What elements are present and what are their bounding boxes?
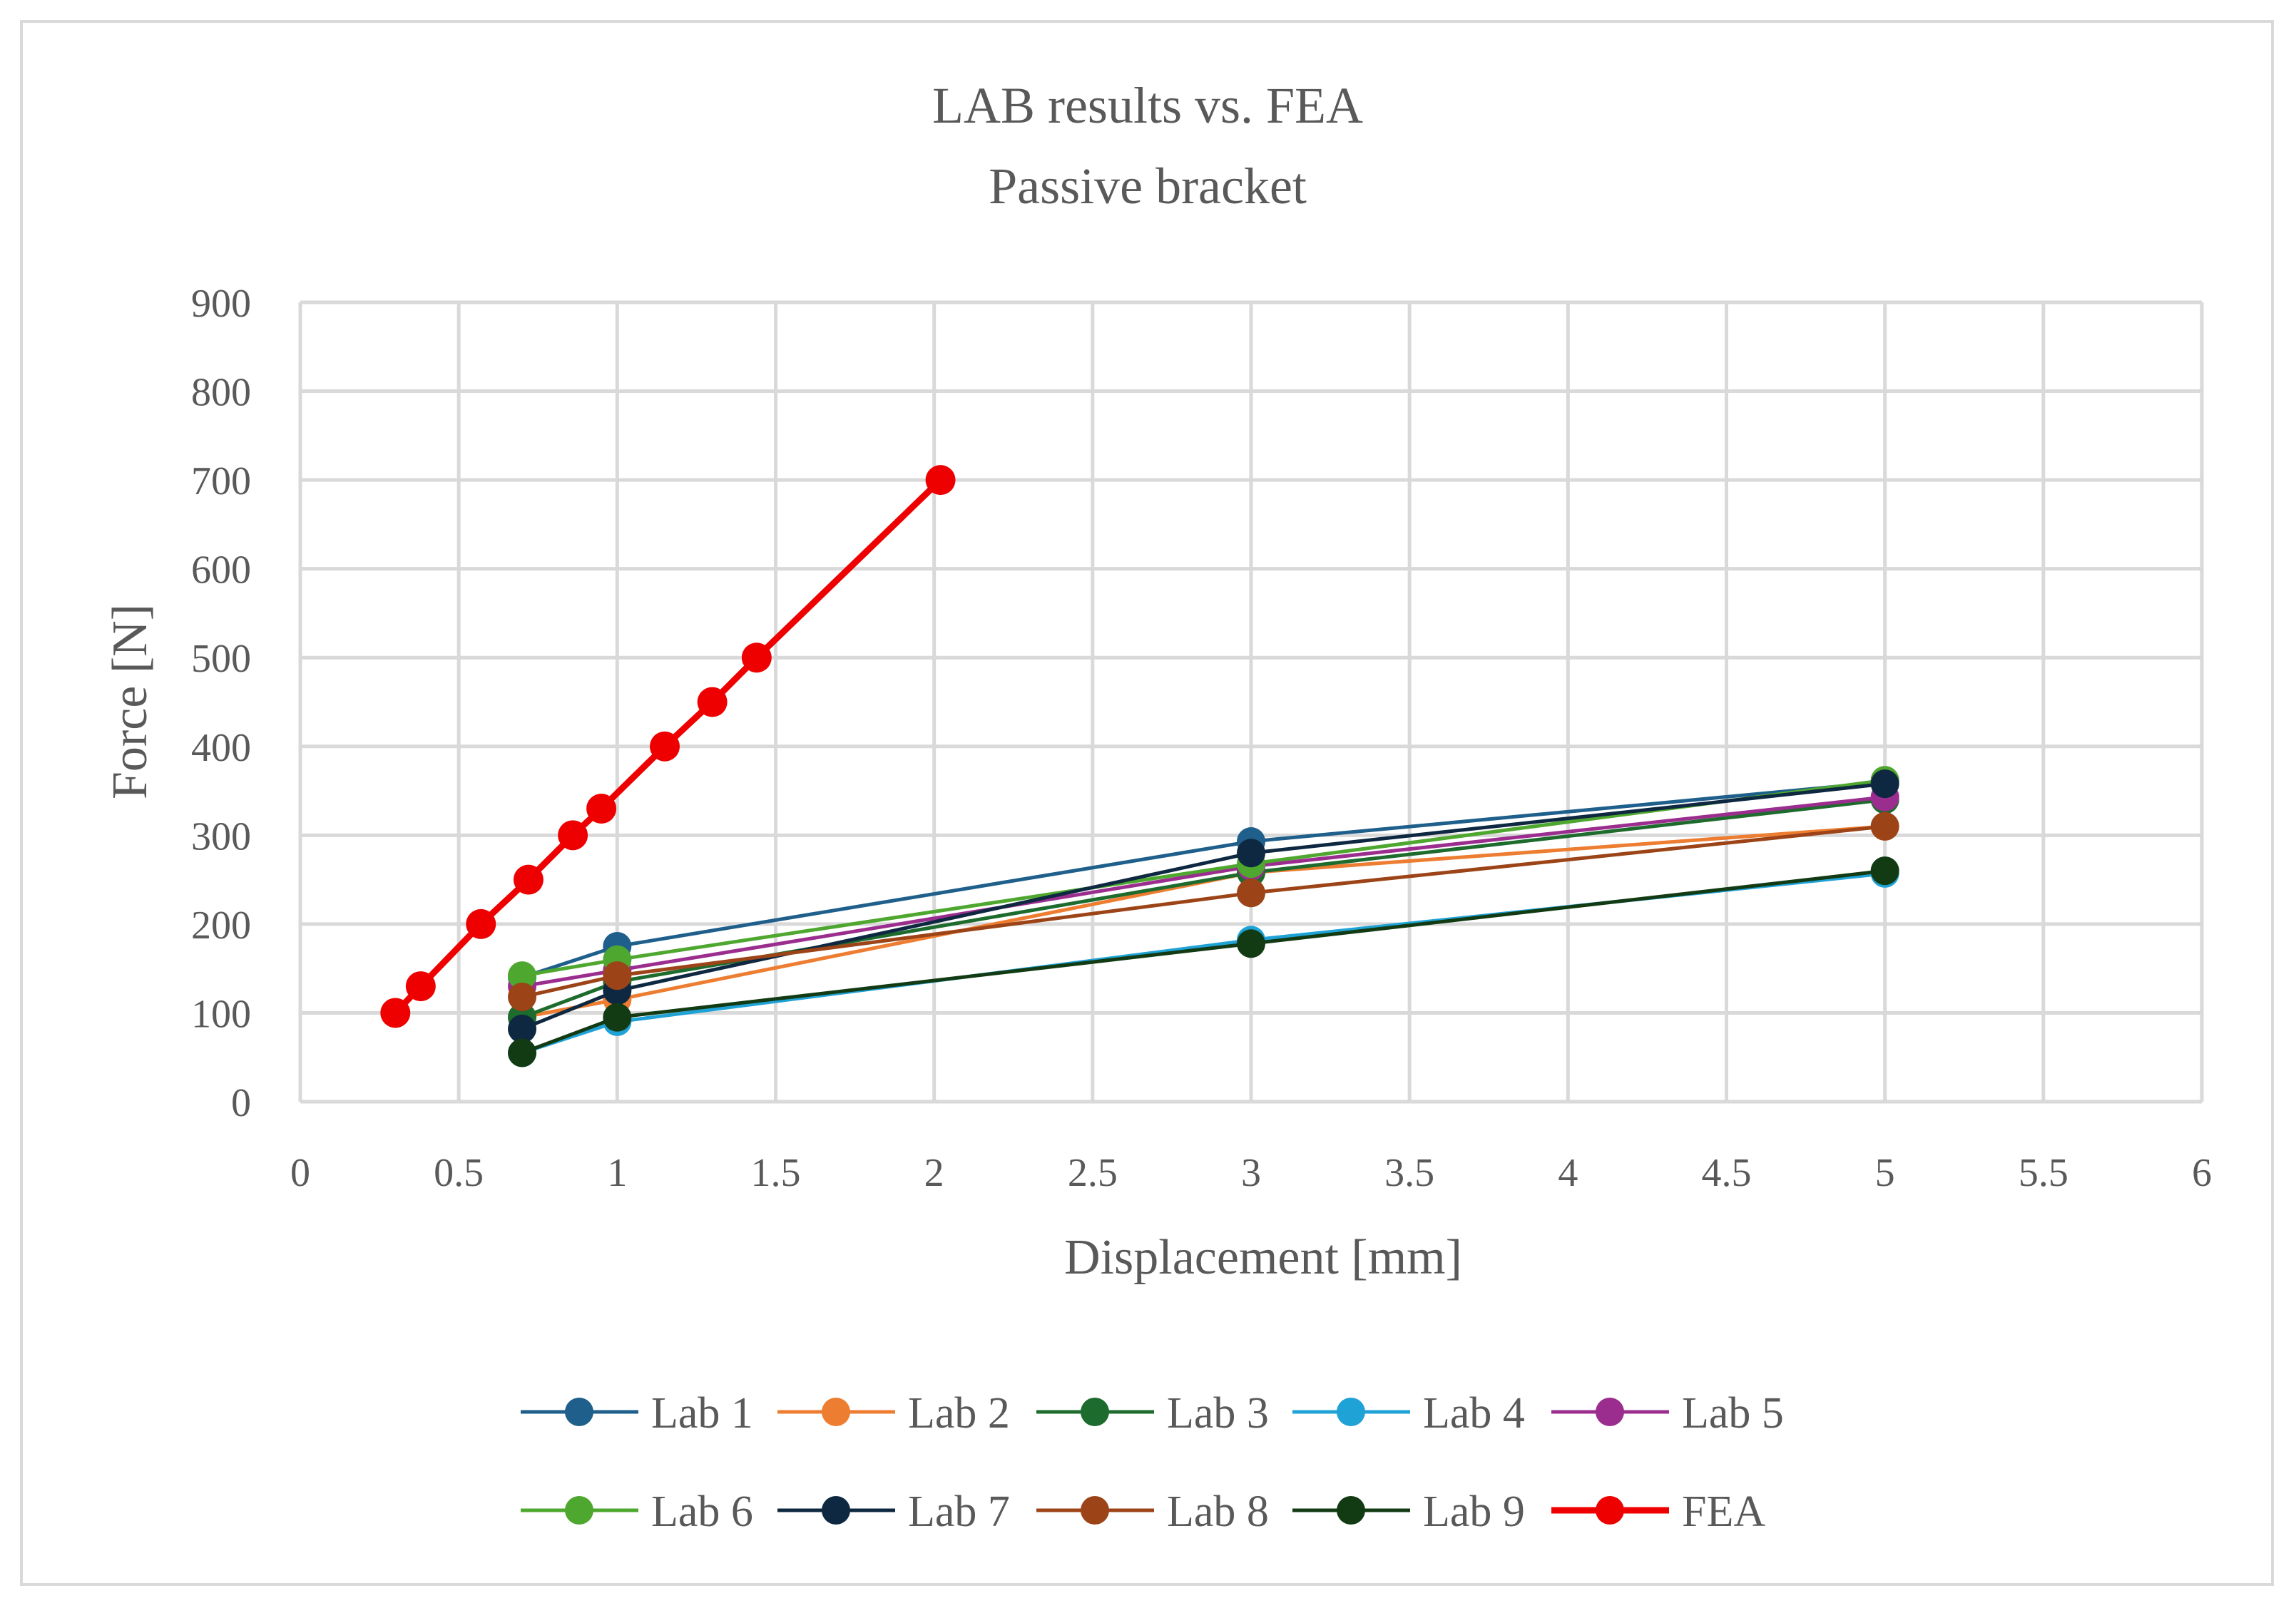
series-lab-9: [508, 856, 1899, 1067]
x-axis-label: Displacement [mm]: [1064, 1230, 1462, 1285]
y-tick-label: 0: [231, 1081, 251, 1125]
data-point: [466, 908, 496, 939]
y-tick-label: 700: [191, 459, 251, 503]
legend-marker: [822, 1398, 850, 1426]
series-line: [521, 782, 1885, 1031]
series-line: [521, 824, 1885, 1020]
data-point: [1237, 929, 1265, 958]
grid: [298, 300, 2204, 1104]
x-tick-label: 3: [1241, 1151, 1261, 1195]
y-tick-label: 900: [191, 282, 251, 326]
data-point: [513, 864, 544, 895]
legend-item: Lab 2: [777, 1389, 1010, 1438]
x-tick-label: 0: [290, 1151, 310, 1195]
y-tick-label: 800: [191, 371, 251, 415]
x-tick-label: 1: [607, 1151, 627, 1195]
series-line: [521, 778, 1885, 978]
legend-marker: [1337, 1496, 1365, 1525]
legend-item: FEA: [1551, 1487, 1765, 1536]
legend-label: Lab 4: [1423, 1389, 1525, 1438]
data-point: [697, 687, 728, 717]
legend-marker: [1081, 1398, 1109, 1426]
legend-label: Lab 2: [908, 1389, 1010, 1438]
data-point: [741, 642, 772, 673]
x-tick-label: 4: [1558, 1151, 1578, 1195]
data-point: [649, 731, 680, 762]
legend-label: Lab 9: [1423, 1487, 1525, 1536]
y-tick-label: 600: [191, 548, 251, 593]
x-tick-label: 1.5: [751, 1151, 801, 1195]
data-point: [1870, 769, 1899, 799]
data-point: [1870, 811, 1899, 841]
legend-marker: [1596, 1496, 1624, 1525]
data-point: [586, 793, 617, 824]
series-line: [521, 795, 1885, 988]
legend: Lab 1 Lab 2 Lab 3 Lab 4 Lab 5 Lab 6 Lab 7 Lab 8…: [521, 1389, 1784, 1536]
legend-marker: [565, 1496, 593, 1525]
series-line: [521, 798, 1885, 1020]
x-tick-label: 5.5: [2019, 1151, 2068, 1195]
legend-item: Lab 4: [1292, 1389, 1525, 1438]
series-line: [521, 824, 1885, 999]
data-point: [925, 465, 956, 496]
data-point: [508, 1014, 537, 1043]
data-point: [380, 998, 411, 1028]
data-point: [508, 983, 537, 1012]
x-tick-label: 3.5: [1384, 1151, 1434, 1195]
legend-marker: [822, 1496, 850, 1525]
series-lab-8: [508, 811, 1899, 1012]
series-lab-7: [508, 769, 1899, 1043]
legend-label: Lab 3: [1167, 1389, 1269, 1438]
legend-item: Lab 1: [521, 1389, 753, 1438]
legend-label: FEA: [1682, 1487, 1765, 1536]
legend-item: Lab 8: [1036, 1487, 1269, 1536]
series-lab-3: [508, 785, 1899, 1032]
data-point: [1870, 856, 1899, 886]
data-point: [508, 961, 537, 990]
y-tick-label: 500: [191, 637, 251, 681]
series-line: [521, 869, 1885, 1055]
legend-item: Lab 6: [521, 1487, 753, 1536]
data-point: [603, 961, 632, 990]
y-tick-label: 300: [191, 814, 251, 859]
y-tick-label: 200: [191, 903, 251, 948]
x-tick-label: 2.5: [1068, 1151, 1118, 1195]
series-line: [393, 477, 943, 1015]
legend-label: Lab 5: [1682, 1389, 1784, 1438]
legend-label: Lab 1: [651, 1389, 753, 1438]
legend-marker: [565, 1398, 593, 1426]
x-tick-label: 6: [2192, 1151, 2212, 1195]
legend-item: Lab 7: [777, 1487, 1010, 1536]
x-tick-label: 5: [1875, 1151, 1895, 1195]
data-point: [405, 971, 436, 1002]
legend-marker: [1081, 1496, 1109, 1525]
legend-item: Lab 5: [1551, 1389, 1784, 1438]
legend-item: Lab 9: [1292, 1487, 1525, 1536]
y-axis-label: Force [N]: [103, 604, 158, 799]
y-tick-labels: 0 100 200 300 400 500 600 700 800 900: [191, 282, 251, 1125]
legend-item: Lab 3: [1036, 1389, 1269, 1438]
series-fea: [380, 465, 956, 1028]
legend-label: Lab 6: [651, 1487, 753, 1536]
series-line: [521, 780, 1885, 979]
data-point: [603, 1003, 632, 1032]
data-point: [558, 820, 588, 851]
data-point: [1237, 839, 1265, 868]
x-tick-label: 0.5: [434, 1151, 484, 1195]
legend-label: Lab 7: [908, 1487, 1010, 1536]
y-tick-label: 100: [191, 992, 251, 1036]
x-tick-labels: 0 0.5 1 1.5 2 2.5 3 3.5 4 4.5 5 5.5 6: [290, 1151, 2212, 1195]
y-tick-label: 400: [191, 726, 251, 770]
data-point: [508, 1038, 537, 1067]
legend-label: Lab 8: [1167, 1487, 1269, 1536]
x-tick-label: 4.5: [1702, 1151, 1752, 1195]
series-layer: [380, 465, 1899, 1067]
legend-marker: [1337, 1398, 1365, 1426]
chart-subtitle: Passive bracket: [989, 158, 1307, 215]
chart-title: LAB results vs. FEA: [932, 77, 1363, 134]
x-tick-label: 2: [924, 1151, 944, 1195]
legend-marker: [1596, 1398, 1624, 1426]
data-point: [1237, 879, 1265, 908]
